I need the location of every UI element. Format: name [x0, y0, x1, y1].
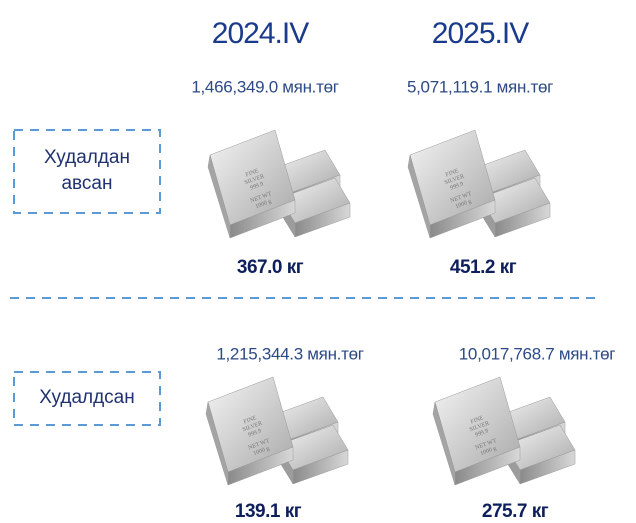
section-label: Худалдсан — [39, 387, 135, 408]
infographic: 2024.IV 2025.IV Худалдан авсан 1,466,349.0 м… — [0, 0, 636, 523]
weight-value: 275.7 кг — [482, 501, 549, 522]
weight-value: 139.1 кг — [235, 501, 302, 522]
weight-value: 367.0 кг — [237, 257, 304, 278]
period-header: 2025.IV — [432, 17, 529, 50]
section-label: Худалдан — [44, 147, 130, 168]
label-box — [14, 130, 160, 213]
amount-value: 1,466,349.0 мян.төг — [191, 77, 338, 96]
period-header: 2024.IV — [212, 17, 309, 50]
weight-value: 451.2 кг — [450, 257, 517, 278]
amount-value: 5,071,119.1 мян.төг — [407, 77, 553, 96]
amount-value: 10,017,768.7 мян.төг — [459, 344, 616, 363]
amount-value: 1,215,344.3 мян.төг — [216, 344, 363, 363]
section-label: авсан — [61, 173, 112, 194]
